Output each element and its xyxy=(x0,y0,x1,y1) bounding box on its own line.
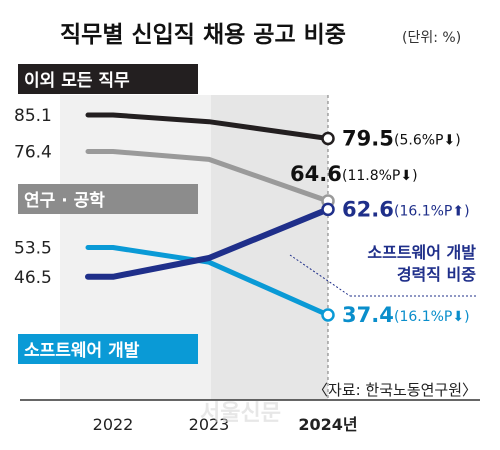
series-line xyxy=(85,245,331,318)
end-value-label: 62.6 xyxy=(342,197,394,221)
x-tick-label: 2024년 xyxy=(298,415,357,434)
end-point-marker xyxy=(321,308,335,322)
change-label: (16.1%P⬆) xyxy=(394,203,470,219)
series-annotation-career: 경력직 비중 xyxy=(397,265,476,284)
series-labels: 85.1 76.4 46.5 53.5 79.5 (5.6%P⬇) 64.6 (11.8%P⬇… xyxy=(14,64,476,364)
end-point-marker xyxy=(321,202,335,217)
series-tag-software: 소프트웨어 개발 xyxy=(24,341,140,361)
series-annotation-career: 소프트웨어 개발 xyxy=(367,243,476,262)
chart-title: 직무별 신입직 채용 공고 비중 xyxy=(60,22,346,48)
change-label: (11.8%P⬇) xyxy=(342,168,418,184)
series-tag-research: 연구 · 공학 xyxy=(24,191,105,211)
series-line xyxy=(85,149,331,204)
change-label: (5.6%P⬇) xyxy=(394,132,461,148)
series-tag-others: 이외 모든 직무 xyxy=(24,71,130,91)
change-label: (16.1%P⬇) xyxy=(394,309,470,325)
series-tag-software-bg xyxy=(18,334,198,364)
start-value-label: 53.5 xyxy=(14,238,52,258)
series-tag-research-bg xyxy=(18,184,198,214)
unit-note: (단위: %) xyxy=(402,30,461,46)
series-line xyxy=(85,206,331,280)
end-point-marker xyxy=(321,131,335,146)
start-value-label: 85.1 xyxy=(14,106,52,126)
series-lines xyxy=(85,112,331,318)
x-tick-label: 2023 xyxy=(189,415,230,434)
end-value-label: 37.4 xyxy=(342,303,394,327)
annotation-leader xyxy=(289,254,351,297)
start-value-label: 46.5 xyxy=(14,268,52,288)
end-value-label: 79.5 xyxy=(342,126,394,150)
series-tag-others-bg xyxy=(18,64,198,94)
end-value-label: 64.6 xyxy=(290,162,342,186)
watermark: 서울신문 xyxy=(200,401,281,426)
series-line xyxy=(85,112,331,141)
source-note: 〈자료: 한국노동연구원〉 xyxy=(313,381,477,399)
x-tick-label: 2022 xyxy=(93,415,134,434)
start-value-label: 76.4 xyxy=(14,142,52,162)
series-markers xyxy=(321,131,335,322)
